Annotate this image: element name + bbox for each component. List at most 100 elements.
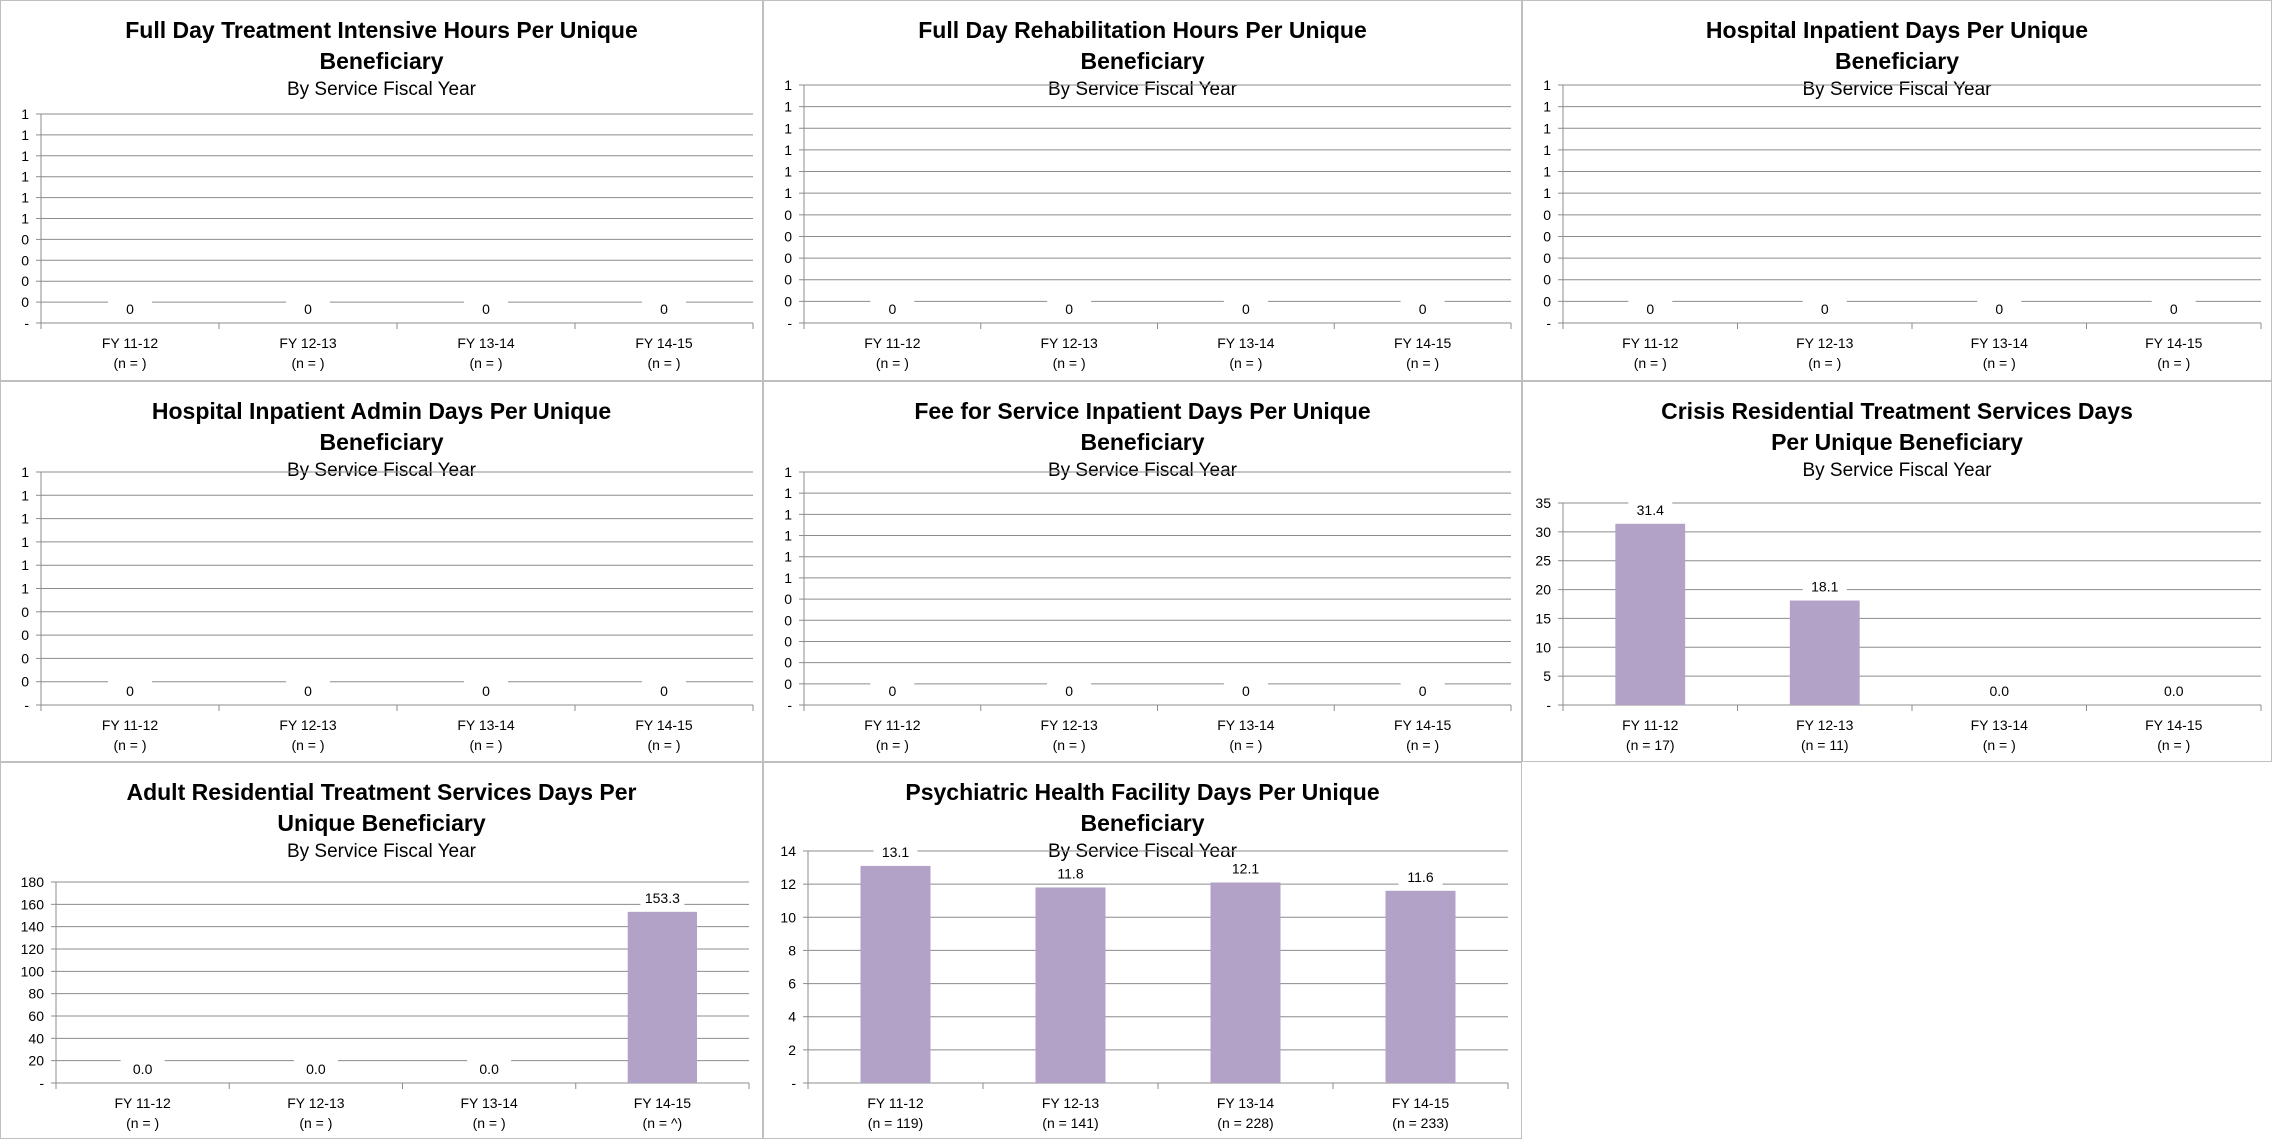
data-label-backdrop xyxy=(467,1059,512,1079)
bar-chart-plot: - 20 40 60 80 100 120 140 160 180 0.0 FY 11-12 (n = … xyxy=(21,874,750,1131)
y-tick-label: 0 xyxy=(784,655,792,671)
x-category-label: FY 12-13 xyxy=(1040,335,1098,351)
y-tick-label: 120 xyxy=(21,941,45,957)
x-category-label: FY 13-14 xyxy=(1971,717,2029,733)
y-tick-label: 1 xyxy=(784,99,792,115)
y-tick-label: 0 xyxy=(784,612,792,628)
y-tick-label: 1 xyxy=(784,164,792,180)
x-category-label: FY 11-12 xyxy=(864,717,921,733)
y-tick-label: 0 xyxy=(784,250,792,266)
y-tick-label: 10 xyxy=(780,909,796,925)
data-label: 0.0 xyxy=(2164,683,2184,699)
y-tick-label: 1 xyxy=(21,127,29,143)
data-label-backdrop xyxy=(464,299,508,319)
y-tick-label: 60 xyxy=(28,1008,44,1024)
x-category-label: FY 14-15 xyxy=(1394,335,1452,351)
y-tick-label: 1 xyxy=(21,511,29,527)
y-tick-label: 1 xyxy=(21,487,29,503)
x-category-n-label: (n = 141) xyxy=(1042,1115,1098,1131)
y-tick-label: - xyxy=(24,315,29,331)
y-tick-label: 140 xyxy=(21,919,45,935)
data-label: 0 xyxy=(1995,301,2003,317)
data-label: 0 xyxy=(126,683,134,699)
y-tick-label: 1 xyxy=(784,570,792,586)
data-label: 0 xyxy=(2170,301,2178,317)
data-label-backdrop xyxy=(1047,299,1092,319)
bar xyxy=(1385,890,1456,1083)
data-label-backdrop xyxy=(293,1059,338,1079)
data-label: 153.3 xyxy=(645,890,680,906)
y-tick-label: 1 xyxy=(21,534,29,550)
x-category-n-label: (n = ) xyxy=(473,1115,506,1131)
data-label: 12.1 xyxy=(1232,860,1259,876)
data-label-backdrop xyxy=(464,681,508,701)
data-label-backdrop xyxy=(286,299,330,319)
chart-panel: Full Day Treatment Intensive Hours Per U… xyxy=(0,0,763,381)
bar xyxy=(1210,882,1281,1083)
y-tick-label: - xyxy=(39,1075,44,1091)
x-category-label: FY 14-15 xyxy=(634,1095,692,1111)
chart-panel: Psychiatric Health Facility Days Per Uni… xyxy=(763,762,1522,1139)
data-label-backdrop xyxy=(1398,866,1443,887)
chart-subtitle: By Service Fiscal Year xyxy=(286,460,477,481)
y-tick-label: 20 xyxy=(28,1053,44,1069)
chart-subtitle: By Service Fiscal Year xyxy=(1802,460,1992,481)
data-label: 0 xyxy=(1821,301,1829,317)
data-label-backdrop xyxy=(873,841,918,862)
x-category-label: FY 14-15 xyxy=(1392,1095,1450,1111)
y-tick-label: 1 xyxy=(784,528,792,544)
x-category-label: FY 14-15 xyxy=(2145,717,2203,733)
data-label-backdrop xyxy=(1802,576,1847,597)
data-label: 0.0 xyxy=(306,1061,326,1077)
x-category-label: FY 11-12 xyxy=(114,1095,171,1111)
chart-subtitle: By Service Fiscal Year xyxy=(1047,460,1238,481)
y-tick-label: 160 xyxy=(21,896,45,912)
data-label-backdrop xyxy=(1223,858,1268,879)
y-tick-label: 0 xyxy=(21,252,29,268)
data-label: 0 xyxy=(1646,301,1654,317)
bar-chart-plot: - 5 10 15 20 25 30 35 31.4 FY 11-12 (n = 17) 18.1 FY… xyxy=(1535,495,2262,753)
y-tick-label: 1 xyxy=(784,77,792,93)
chart-heading: Psychiatric Health Facility Days Per Uni… xyxy=(764,777,1521,865)
data-label: 0 xyxy=(660,301,668,317)
chart-panel: Adult Residential Treatment Services Day… xyxy=(0,762,763,1139)
y-tick-label: 0 xyxy=(784,207,792,223)
chart-panel: Crisis Residential Treatment Services Da… xyxy=(1522,381,2272,762)
x-category-n-label: (n = ) xyxy=(876,737,909,753)
chart-title: Full Day Rehabilitation Hours Per Unique… xyxy=(918,17,1367,74)
y-tick-label: - xyxy=(1546,315,1551,331)
y-tick-label: 1 xyxy=(21,148,29,164)
x-category-n-label: (n = 233) xyxy=(1392,1115,1448,1131)
y-tick-label: 1 xyxy=(784,120,792,136)
y-tick-label: - xyxy=(787,697,792,713)
data-label-backdrop xyxy=(1802,299,1847,319)
y-tick-label: 0 xyxy=(784,633,792,649)
data-label-backdrop xyxy=(120,1059,165,1079)
data-label: 0 xyxy=(660,683,668,699)
data-label-backdrop xyxy=(642,681,686,701)
data-label: 0 xyxy=(1419,301,1427,317)
y-tick-label: 1 xyxy=(21,169,29,185)
chart-subtitle: By Service Fiscal Year xyxy=(1802,79,1992,100)
x-category-n-label: (n = ) xyxy=(1229,737,1262,753)
y-tick-label: 0 xyxy=(21,604,29,620)
data-label: 0 xyxy=(888,301,896,317)
x-category-label: FY 12-13 xyxy=(1796,335,1854,351)
chart-title: Full Day Treatment Intensive Hours Per U… xyxy=(125,17,638,74)
x-category-n-label: (n = ) xyxy=(1983,355,2016,371)
x-category-n-label: (n = 119) xyxy=(868,1115,923,1131)
x-category-label: FY 14-15 xyxy=(635,335,693,351)
x-category-label: FY 12-13 xyxy=(1796,717,1854,733)
y-tick-label: - xyxy=(1546,697,1551,713)
y-tick-label: 0 xyxy=(21,674,29,690)
x-category-n-label: (n = ) xyxy=(647,737,680,753)
x-category-label: FY 11-12 xyxy=(102,717,159,733)
x-category-label: FY 12-13 xyxy=(1040,717,1098,733)
y-tick-label: 0 xyxy=(21,273,29,289)
data-label: 0 xyxy=(126,301,134,317)
x-category-n-label: (n = ) xyxy=(126,1115,159,1131)
x-category-n-label: (n = ) xyxy=(2157,355,2190,371)
y-tick-label: 14 xyxy=(780,843,796,859)
bar xyxy=(1035,887,1106,1083)
y-tick-label: 0 xyxy=(784,676,792,692)
